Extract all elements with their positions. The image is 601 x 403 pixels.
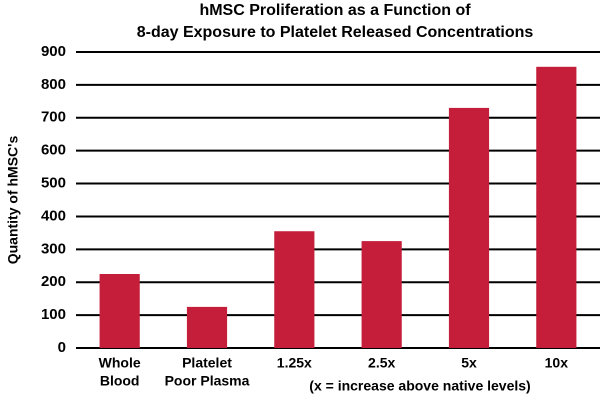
y-tick-label: 300 — [41, 240, 66, 257]
x-tick-label: Platelet — [182, 355, 232, 371]
x-tick-label: Poor Plasma — [165, 373, 250, 389]
chart-title: 8-day Exposure to Platelet Released Conc… — [137, 24, 534, 41]
y-tick-label: 500 — [41, 175, 66, 192]
y-tick-label: 800 — [41, 76, 66, 93]
x-tick-label: 5x — [461, 355, 477, 371]
y-tick-label: 900 — [41, 43, 66, 60]
y-tick-label: 600 — [41, 142, 66, 159]
x-tick-label: 10x — [545, 355, 569, 371]
y-tick-label: 700 — [41, 109, 66, 126]
y-tick-label: 200 — [41, 273, 66, 290]
bar — [361, 241, 402, 348]
bar — [448, 107, 490, 349]
y-axis-label: Quantity of hMSC's — [5, 136, 21, 265]
chart-title: hMSC Proliferation as a Function of — [199, 2, 471, 19]
x-tick-label: 2.5x — [368, 355, 395, 371]
y-tick-label: 100 — [41, 306, 66, 323]
y-tick-label: 0 — [58, 339, 66, 356]
annotation: (x = increase above native levels) — [309, 378, 530, 394]
bar — [186, 306, 228, 348]
bar — [274, 231, 315, 348]
x-tick-label: Whole — [99, 355, 141, 371]
bar — [536, 66, 577, 349]
bar — [99, 274, 140, 348]
y-tick-label: 400 — [41, 207, 66, 224]
x-tick-label: Blood — [100, 373, 140, 389]
x-tick-label: 1.25x — [277, 355, 312, 371]
